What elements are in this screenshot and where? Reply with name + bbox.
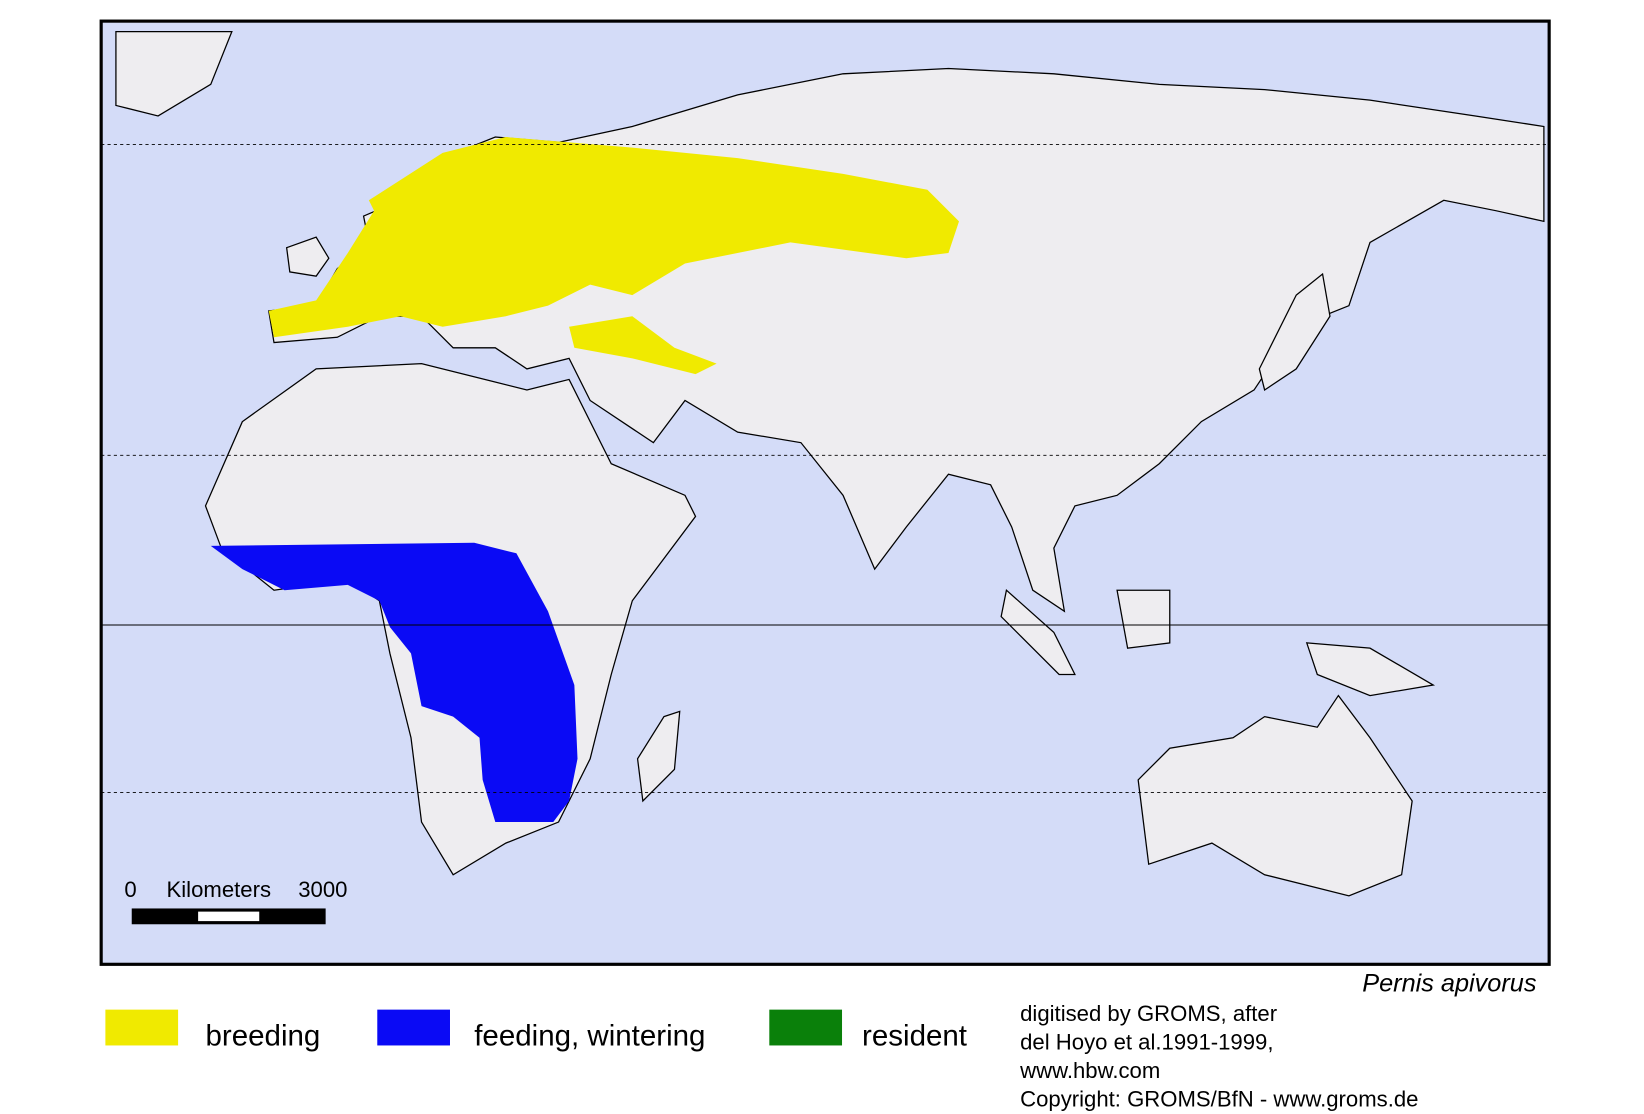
legend-label: breeding bbox=[206, 1019, 321, 1052]
madagascar bbox=[636, 710, 681, 803]
australia bbox=[1137, 694, 1413, 897]
credit-line: digitised by GROMS, after bbox=[1020, 1001, 1277, 1026]
wintering-range bbox=[210, 542, 578, 823]
japan bbox=[1258, 272, 1331, 391]
scale-end: 3000 bbox=[298, 877, 347, 902]
legend-swatch bbox=[105, 1009, 179, 1046]
legend-swatch bbox=[377, 1009, 450, 1046]
borneo bbox=[1116, 589, 1171, 649]
legend-label: resident bbox=[862, 1019, 967, 1052]
map-frame bbox=[99, 19, 1551, 966]
credits: digitised by GROMS, after del Hoyo et al.… bbox=[1019, 1001, 1418, 1111]
breeding-range bbox=[268, 137, 959, 338]
scale-start: 0 bbox=[124, 877, 136, 902]
scale-unit: Kilometers bbox=[167, 877, 272, 902]
scale-bar-segment bbox=[198, 911, 260, 922]
credit-line: Copyright: GROMS/BfN - www.groms.de bbox=[1020, 1087, 1418, 1112]
breeding-range bbox=[569, 316, 717, 375]
ranges bbox=[210, 137, 959, 823]
legend: breeding feeding, wintering resident bbox=[105, 1009, 967, 1052]
species-name: Pernis apivorus bbox=[1362, 970, 1537, 998]
britain bbox=[285, 236, 330, 277]
credit-line: del Hoyo et al.1991-1999, bbox=[1020, 1030, 1273, 1055]
credit-line: www.hbw.com bbox=[1019, 1058, 1160, 1083]
legend-label: feeding, wintering bbox=[474, 1019, 705, 1052]
greenland bbox=[115, 31, 233, 117]
legend-swatch bbox=[769, 1009, 843, 1046]
new-guinea bbox=[1305, 642, 1436, 697]
